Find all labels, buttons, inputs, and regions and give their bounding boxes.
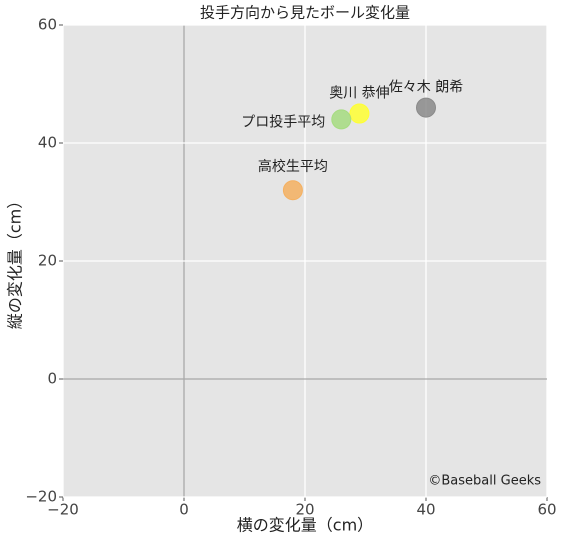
point: [349, 103, 370, 124]
point-label: プロ投手平均: [241, 114, 325, 130]
y-tick-label: 40: [38, 134, 57, 152]
x-axis-label: 横の変化量（cm）: [237, 516, 373, 535]
point-label: 高校生平均: [258, 158, 328, 175]
y-axis-label: 縦の変化量（cm）: [6, 193, 25, 329]
chart-title: 投手方向から見たボール変化量: [200, 4, 410, 22]
point-label: 佐々木 朗希: [389, 80, 463, 96]
y-tick-label: 60: [38, 16, 57, 34]
annotation: ©Baseball Geeks: [428, 474, 541, 489]
point: [282, 180, 303, 201]
x-tick-label: 40: [416, 501, 435, 519]
x-tick-label: 60: [537, 501, 556, 519]
y-tick-label: 20: [38, 252, 57, 270]
y-tick-label: −20: [25, 488, 57, 506]
x-tick-label: 20: [295, 501, 314, 519]
point: [331, 109, 352, 130]
y-tick-label: 0: [47, 370, 57, 388]
point-label: 奥川 恭伸: [329, 85, 389, 102]
x-tick-label: −20: [47, 501, 79, 519]
x-tick-label: 0: [179, 501, 189, 519]
point: [416, 97, 436, 118]
